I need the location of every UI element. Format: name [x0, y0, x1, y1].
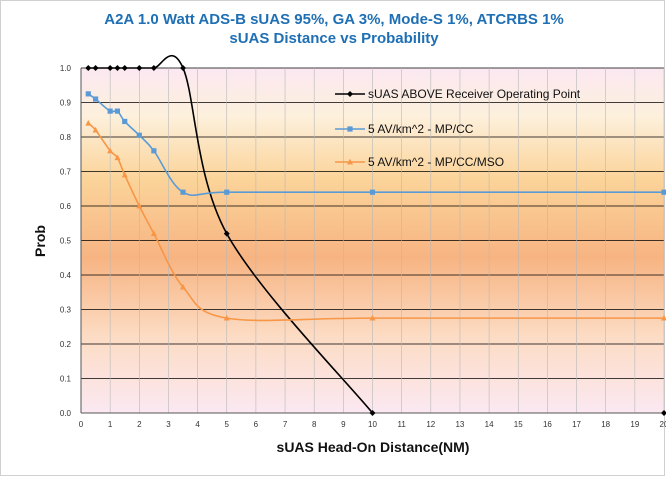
x-tick-label: 13 [455, 420, 464, 429]
legend-marker [347, 91, 353, 97]
grid-lines [80, 67, 665, 414]
data-point-diamond [150, 65, 157, 71]
x-tick-label: 0 [79, 420, 84, 429]
data-point-square [85, 91, 91, 97]
x-tick-label: 5 [225, 420, 230, 429]
legend-label: 5 AV/km^2 - MP/CC [368, 122, 474, 136]
data-point-square [92, 96, 99, 102]
y-axis-title: Prob [32, 225, 48, 257]
data-point-diamond [85, 65, 92, 71]
x-tick-label: 2 [137, 420, 142, 429]
x-tick-label: 4 [195, 420, 200, 429]
data-point-square [180, 189, 186, 195]
data-point-triangle [85, 120, 92, 126]
data-point-triangle [114, 154, 121, 161]
y-tick-label: 0.7 [60, 168, 72, 177]
data-point-diamond [661, 410, 666, 416]
y-tick-label: 0.8 [60, 133, 72, 142]
x-tick-label: 11 [397, 420, 406, 429]
x-tick-label: 9 [341, 420, 346, 429]
data-point-triangle [150, 230, 157, 236]
y-tick-label: 0.4 [60, 271, 72, 280]
data-point-diamond [369, 410, 376, 416]
chart-subtitle: sUAS Distance vs Probability [229, 30, 439, 47]
data-point-square [369, 189, 376, 195]
x-tick-label: 14 [485, 420, 494, 429]
data-point-triangle [121, 171, 128, 178]
data-point-triangle [369, 314, 376, 321]
x-tick-label: 1 [108, 420, 113, 429]
data-point-triangle [223, 314, 230, 321]
x-tick-label: 12 [426, 420, 435, 429]
data-point-diamond [114, 65, 121, 71]
data-point-diamond [92, 65, 99, 71]
axes: 0.00.10.20.30.40.50.60.70.80.91.00 1 2 3 4 5 6… [60, 64, 666, 429]
y-tick-label: 0.0 [60, 409, 72, 418]
x-tick-label: 15 [514, 420, 523, 429]
y-tick-label: 0.1 [60, 375, 72, 384]
data-point-triangle [180, 283, 187, 290]
data-point-square [224, 189, 230, 195]
x-tick-label: 17 [572, 420, 581, 429]
data-point-triangle [92, 126, 99, 133]
data-point-diamond [107, 65, 114, 71]
data-point-triangle [661, 314, 666, 321]
y-tick-label: 0.5 [60, 237, 72, 246]
legend: sUAS ABOVE Receiver Operating Point 5 AV/… [335, 87, 581, 169]
data-point-diamond [136, 65, 143, 71]
y-tick-label: 0.6 [60, 202, 72, 211]
y-tick-label: 0.9 [60, 99, 72, 108]
x-tick-label: 10 [368, 420, 377, 429]
x-tick-label: 16 [543, 420, 552, 429]
marker-layer [85, 65, 666, 416]
data-point-square [136, 132, 142, 138]
x-tick-label: 3 [166, 420, 171, 429]
data-point-square [114, 108, 121, 114]
y-tick-label: 0.2 [60, 340, 72, 349]
legend-marker [347, 126, 353, 132]
x-tick-label: 7 [283, 420, 288, 429]
data-point-square [107, 108, 113, 114]
data-point-diamond [180, 65, 187, 71]
chart-title: A2A 1.0 Watt ADS-B sUAS 95%, GA 3%, Mode… [104, 11, 564, 28]
x-tick-label: 8 [312, 420, 317, 429]
legend-marker [347, 158, 353, 165]
y-tick-label: 0.3 [60, 306, 72, 315]
legend-label: 5 AV/km^2 - MP/CC/MSO [368, 155, 504, 169]
x-tick-label: 20 [660, 420, 666, 429]
x-axis-title: sUAS Head-On Distance(NM) [277, 439, 470, 455]
data-point-square [122, 118, 128, 125]
data-point-triangle [136, 202, 143, 209]
x-tick-label: 18 [601, 420, 610, 429]
data-point-square [661, 189, 666, 195]
data-point-triangle [107, 147, 114, 154]
data-point-diamond [223, 230, 230, 237]
data-point-square [151, 148, 157, 154]
legend-label: sUAS ABOVE Receiver Operating Point [368, 87, 581, 101]
x-tick-label: 6 [254, 420, 259, 429]
data-point-diamond [121, 65, 128, 71]
y-tick-label: 1.0 [60, 64, 72, 73]
x-tick-label: 19 [630, 420, 639, 429]
